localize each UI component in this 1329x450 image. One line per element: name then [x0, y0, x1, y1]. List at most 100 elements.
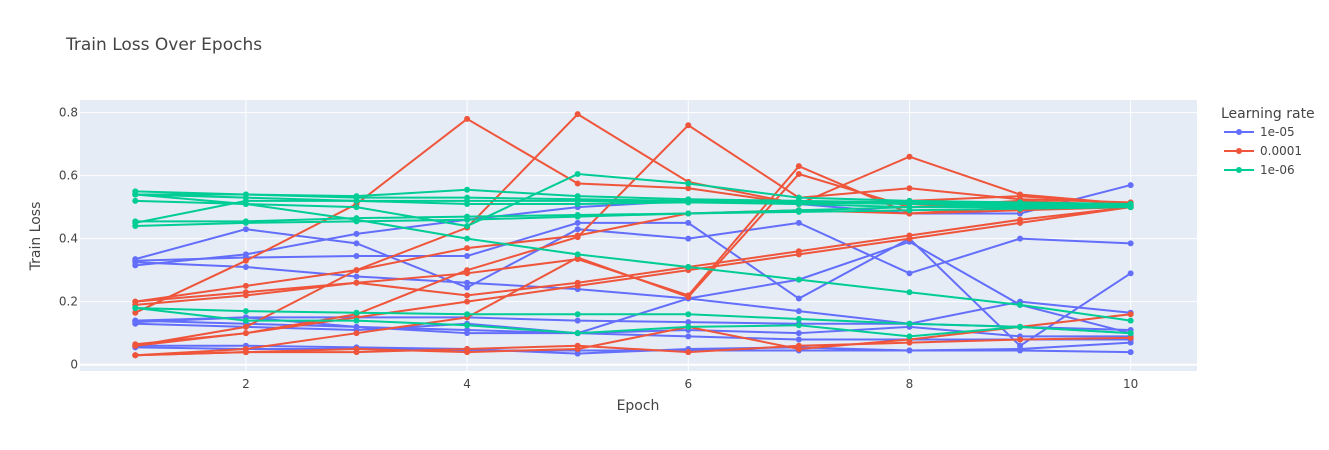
data-point — [464, 322, 471, 329]
data-point — [685, 122, 692, 129]
data-point — [1017, 219, 1024, 226]
data-point — [574, 256, 581, 263]
data-point — [574, 251, 581, 258]
series-line — [134, 117, 1131, 314]
data-point — [685, 235, 692, 242]
data-point — [1017, 199, 1024, 206]
grid — [80, 100, 1197, 371]
data-point — [906, 207, 913, 214]
data-point — [242, 200, 249, 207]
data-point — [242, 218, 249, 225]
data-point — [906, 270, 913, 277]
data-point — [906, 347, 913, 354]
series-line — [135, 341, 1131, 352]
data-point — [685, 292, 692, 299]
series-line — [135, 336, 1131, 357]
data-point — [242, 317, 249, 324]
data-point — [1017, 323, 1024, 330]
legend-item[interactable]: 0.0001 — [1224, 144, 1302, 158]
data-point — [574, 232, 581, 239]
data-point — [1017, 301, 1024, 308]
data-point — [685, 199, 692, 206]
data-point — [132, 352, 139, 359]
data-point — [795, 330, 802, 337]
series-line — [135, 206, 1131, 223]
series-line — [135, 199, 1131, 224]
data-point — [242, 308, 249, 315]
series-line — [135, 173, 1131, 228]
data-point — [574, 317, 581, 324]
data-point — [685, 333, 692, 340]
data-point — [464, 115, 471, 122]
data-point — [464, 223, 471, 230]
data-point — [574, 212, 581, 219]
x-tick-label: 8 — [906, 377, 914, 391]
series-group — [132, 111, 1134, 359]
data-point — [464, 213, 471, 220]
legend: Learning rate 1e-05 0.0001 1e-06 — [1221, 106, 1315, 177]
legend-label: 1e-06 — [1260, 163, 1295, 177]
data-point — [1127, 311, 1134, 318]
data-point — [685, 219, 692, 226]
data-point — [132, 309, 139, 316]
data-point — [464, 345, 471, 352]
data-point — [1127, 270, 1134, 277]
data-point — [1127, 182, 1134, 189]
data-point — [1127, 240, 1134, 247]
data-point — [685, 323, 692, 330]
data-point — [1017, 336, 1024, 343]
series-lines — [132, 111, 1134, 359]
legend-item[interactable]: 1e-06 — [1224, 163, 1295, 177]
y-tick-label: 0.8 — [59, 106, 78, 120]
data-point — [795, 251, 802, 258]
data-point — [242, 349, 249, 356]
legend-swatch-marker — [1236, 167, 1242, 173]
data-point — [795, 295, 802, 302]
series-line — [135, 221, 1131, 289]
y-tick-label: 0.6 — [59, 169, 78, 183]
data-point — [795, 322, 802, 329]
data-point — [795, 163, 802, 170]
data-point — [132, 223, 139, 230]
data-point — [574, 342, 581, 349]
x-axis-title: Epoch — [617, 398, 660, 414]
data-point — [353, 273, 360, 280]
data-point — [685, 311, 692, 318]
y-axis-title: Train Loss — [28, 202, 44, 272]
series-line — [135, 206, 1131, 303]
series-line — [135, 206, 1131, 347]
data-point — [353, 240, 360, 247]
data-point — [1127, 200, 1134, 207]
data-point — [574, 311, 581, 318]
x-tick-label: 6 — [684, 377, 692, 391]
data-point — [132, 218, 139, 225]
data-point — [906, 320, 913, 327]
legend-label: 0.0001 — [1260, 144, 1302, 158]
data-point — [574, 111, 581, 118]
y-tick-label: 0 — [70, 358, 78, 372]
series-line — [135, 313, 1131, 357]
data-point — [464, 327, 471, 334]
data-point — [242, 264, 249, 271]
series-line — [135, 123, 1131, 346]
data-point — [906, 153, 913, 160]
data-point — [242, 292, 249, 299]
legend-item[interactable]: 1e-05 — [1224, 125, 1295, 139]
data-point — [1017, 345, 1024, 352]
data-point — [685, 264, 692, 271]
data-point — [574, 197, 581, 204]
data-point — [1127, 349, 1134, 356]
data-point — [132, 304, 139, 311]
data-point — [464, 197, 471, 204]
data-point — [906, 197, 913, 204]
data-point — [795, 342, 802, 349]
data-point — [685, 210, 692, 217]
x-tick-label: 10 — [1123, 377, 1138, 391]
data-point — [353, 323, 360, 330]
data-point — [1127, 334, 1134, 341]
series-group — [132, 171, 1134, 340]
data-point — [795, 308, 802, 315]
data-point — [574, 180, 581, 187]
data-point — [1017, 235, 1024, 242]
